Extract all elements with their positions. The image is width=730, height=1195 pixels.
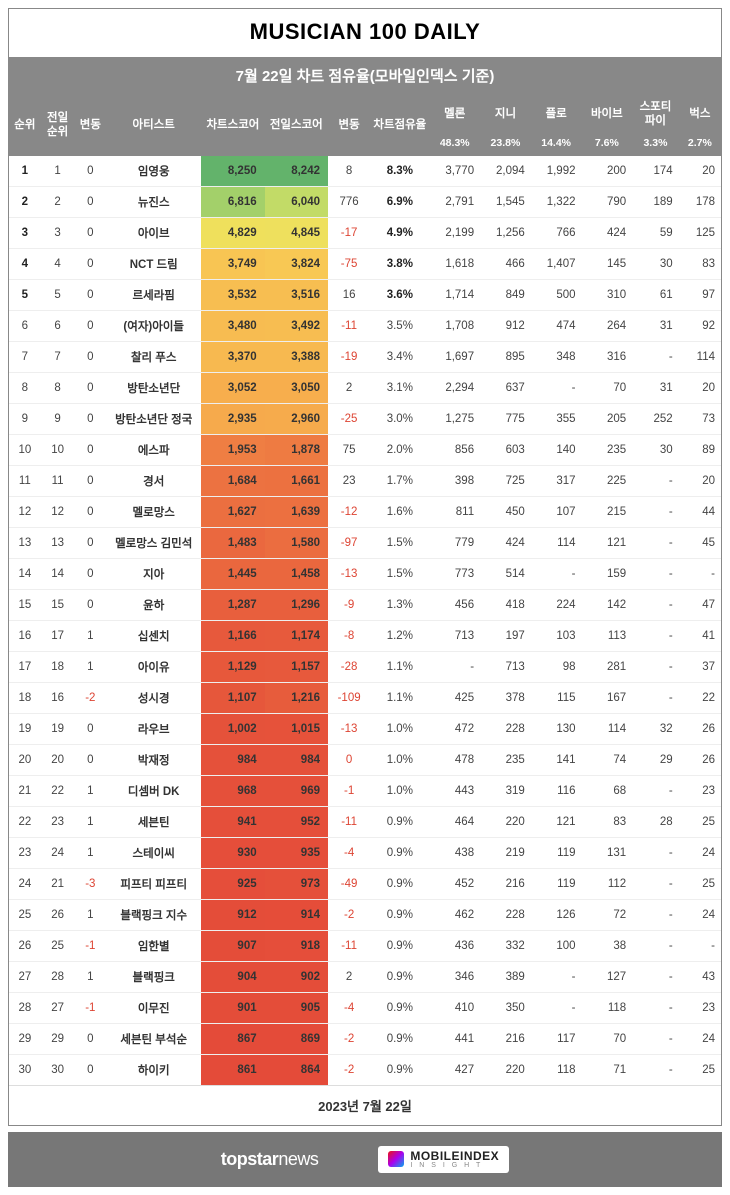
- footer-date: 2023년 7월 22일: [9, 1085, 721, 1125]
- col-share: 차트점유율: [370, 94, 429, 156]
- table-row: 13130멜로망스 김민석1,4831,580-971.5%7794241141…: [9, 527, 721, 558]
- col-melon: 멜론: [429, 94, 480, 135]
- table-row: 30300하이키861864-20.9%42722011871-25: [9, 1054, 721, 1085]
- table-row: 880방탄소년단3,0523,05023.1%2,294637-703120: [9, 372, 721, 403]
- col-move: 변동: [74, 94, 106, 156]
- table-row: 660(여자)아이들3,4803,492-113.5%1,70891247426…: [9, 310, 721, 341]
- col-spotify: 스포티파이: [632, 94, 678, 135]
- logo-bar: topstarnews MOBILEINDEX I N S I G H T: [8, 1132, 722, 1187]
- table-row: 14140지아1,4451,458-131.5%773514-159--: [9, 558, 721, 589]
- mobileindex-icon: [388, 1151, 404, 1167]
- table-row: 1816-2성시경1,1071,216-1091.1%425378115167-…: [9, 682, 721, 713]
- col-artist: 아티스트: [106, 94, 201, 156]
- col-score: 차트스코어: [201, 94, 264, 156]
- table-row: 25261블랙핑크 지수912914-20.9%46222812672-24: [9, 899, 721, 930]
- col-genie-share: 23.8%: [480, 135, 531, 156]
- col-delta: 변동: [328, 94, 370, 156]
- table-row: 110임영웅8,2508,24288.3%3,7702,0941,9922001…: [9, 156, 721, 187]
- col-vibe-share: 7.6%: [582, 135, 633, 156]
- table-row: 21221디셈버 DK968969-11.0%44331911668-23: [9, 775, 721, 806]
- col-vibe: 바이브: [582, 94, 633, 135]
- col-spotify-share: 3.3%: [632, 135, 678, 156]
- table-row: 550르세라핌3,5323,516163.6%1,714849500310619…: [9, 279, 721, 310]
- table-row: 19190라우브1,0021,015-131.0%472228130114322…: [9, 713, 721, 744]
- table-row: 2827-1이무진901905-40.9%410350-118-23: [9, 992, 721, 1023]
- table-row: 770찰리 푸스3,3703,388-193.4%1,697895348316-…: [9, 341, 721, 372]
- col-genie: 지니: [480, 94, 531, 135]
- table-row: 15150윤하1,2871,296-91.3%456418224142-47: [9, 589, 721, 620]
- table-row: 20200박재정98498401.0%478235141742926: [9, 744, 721, 775]
- col-bugs: 벅스: [679, 94, 721, 135]
- logo-topstarnews: topstarnews: [221, 1149, 319, 1170]
- table-row: 990방탄소년단 정국2,9352,960-253.0%1,2757753552…: [9, 403, 721, 434]
- table-row: 12120멜로망스1,6271,639-121.6%811450107215-4…: [9, 496, 721, 527]
- col-rank: 순위: [9, 94, 41, 156]
- chart-subtitle: 7월 22일 차트 점유율(모바일인덱스 기준): [9, 57, 721, 94]
- chart-frame: MUSICIAN 100 DAILY 7월 22일 차트 점유율(모바일인덱스 …: [8, 8, 722, 1126]
- col-bugs-share: 2.7%: [679, 135, 721, 156]
- table-row: 22231세븐틴941952-110.9%464220121832825: [9, 806, 721, 837]
- col-prev_score: 전일스코어: [265, 94, 328, 156]
- table-row: 2625-1임한별907918-110.9%43633210038--: [9, 930, 721, 961]
- col-melon-share: 48.3%: [429, 135, 480, 156]
- table-body: 110임영웅8,2508,24288.3%3,7702,0941,9922001…: [9, 156, 721, 1085]
- table-row: 27281블랙핑크90490220.9%346389-127-43: [9, 961, 721, 992]
- table-row: 17181아이유1,1291,157-281.1%-71398281-37: [9, 651, 721, 682]
- table-row: 10100에스파1,9531,878752.0%8566031402353089: [9, 434, 721, 465]
- col-prev: 전일순위: [41, 94, 75, 156]
- table-row: 29290세븐틴 부석순867869-20.9%44121611770-24: [9, 1023, 721, 1054]
- table-row: 330아이브4,8294,845-174.9%2,1991,2567664245…: [9, 217, 721, 248]
- table-row: 23241스테이씨930935-40.9%438219119131-24: [9, 837, 721, 868]
- table-row: 16171십센치1,1661,174-81.2%713197103113-41: [9, 620, 721, 651]
- table-row: 11110경서1,6841,661231.7%398725317225-20: [9, 465, 721, 496]
- table-header: 순위전일순위변동아티스트차트스코어전일스코어변동차트점유율멜론지니플로바이브스포…: [9, 94, 721, 156]
- ranking-table: 순위전일순위변동아티스트차트스코어전일스코어변동차트점유율멜론지니플로바이브스포…: [9, 94, 721, 1085]
- table-row: 440NCT 드림3,7493,824-753.8%1,6184661,4071…: [9, 248, 721, 279]
- col-flo-share: 14.4%: [531, 135, 582, 156]
- logo-mobileindex: MOBILEINDEX I N S I G H T: [378, 1146, 509, 1173]
- chart-title: MUSICIAN 100 DAILY: [9, 9, 721, 57]
- table-row: 2421-3피프티 피프티925973-490.9%452216119112-2…: [9, 868, 721, 899]
- table-row: 220뉴진스6,8166,0407766.9%2,7911,5451,32279…: [9, 186, 721, 217]
- col-flo: 플로: [531, 94, 582, 135]
